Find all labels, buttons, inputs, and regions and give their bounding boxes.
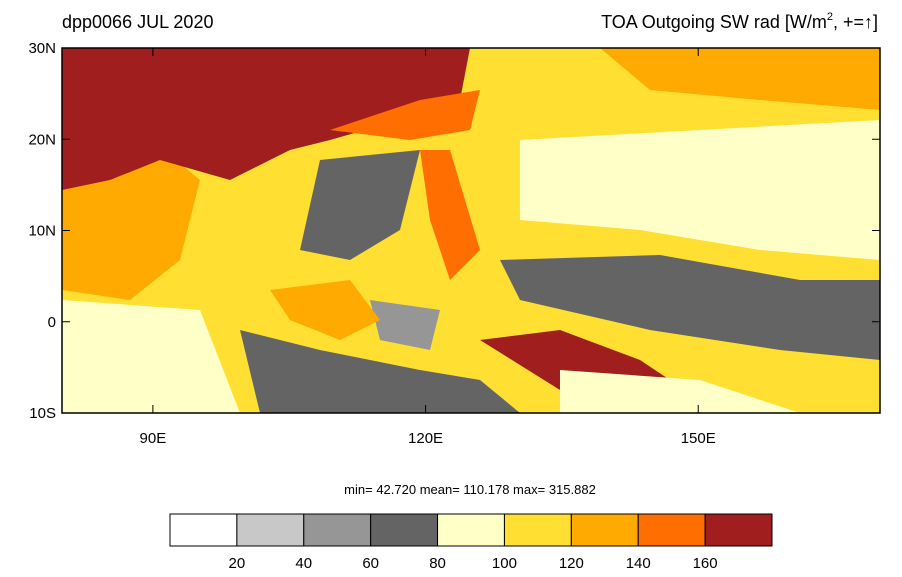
right-title-sup: 2 — [827, 11, 833, 23]
field-region — [270, 280, 380, 340]
colorbar-box — [236, 513, 305, 547]
field-region — [600, 48, 880, 110]
y-tick-label: 10S — [29, 405, 56, 422]
colorbar-box — [503, 513, 572, 547]
field-region — [370, 300, 440, 350]
x-tick-label: 120E — [408, 430, 443, 447]
stats: min= 42.720 mean= 110.178 max= 315.882 — [344, 482, 596, 497]
colorbar-box — [169, 513, 238, 547]
right-title-main: TOA Outgoing SW rad [W/m — [601, 12, 827, 32]
field-region — [500, 255, 880, 360]
colorbar-box — [704, 513, 773, 547]
colorbar-label: 100 — [492, 555, 517, 572]
colorbar-label: 60 — [362, 555, 379, 572]
colorbar-label: 40 — [295, 555, 312, 572]
colorbar-label: 80 — [429, 555, 446, 572]
field-region — [520, 120, 880, 260]
x-tick-label: 90E — [140, 430, 167, 447]
field-region — [62, 48, 470, 190]
colorbar-label: 140 — [626, 555, 651, 572]
colorbar-box — [303, 513, 372, 547]
colorbar-box — [437, 513, 505, 547]
left-title: dpp0066 JUL 2020 — [62, 12, 213, 32]
x-tick-label: 150E — [681, 430, 716, 447]
field-region — [420, 150, 480, 280]
field-region — [560, 370, 800, 413]
field-region — [300, 150, 420, 260]
colorbar-box — [570, 513, 639, 547]
y-tick-label: 10N — [28, 223, 56, 240]
field — [62, 48, 880, 413]
colorbar-box — [370, 513, 439, 547]
colorbar-label: 160 — [693, 555, 718, 572]
colorbar-box — [637, 513, 706, 547]
right-title: TOA Outgoing SW rad [W/m2, +=↑] — [601, 11, 878, 32]
field-region — [330, 90, 480, 140]
field-region — [62, 300, 240, 413]
field-region — [240, 330, 520, 413]
y-tick-label: 20N — [28, 131, 56, 148]
colorbar-label: 120 — [559, 555, 584, 572]
y-tick-label: 30N — [28, 40, 56, 57]
y-tick-label: 0 — [48, 314, 56, 331]
right-title-end: , +=↑] — [833, 12, 878, 32]
colorbar-label: 20 — [229, 555, 246, 572]
